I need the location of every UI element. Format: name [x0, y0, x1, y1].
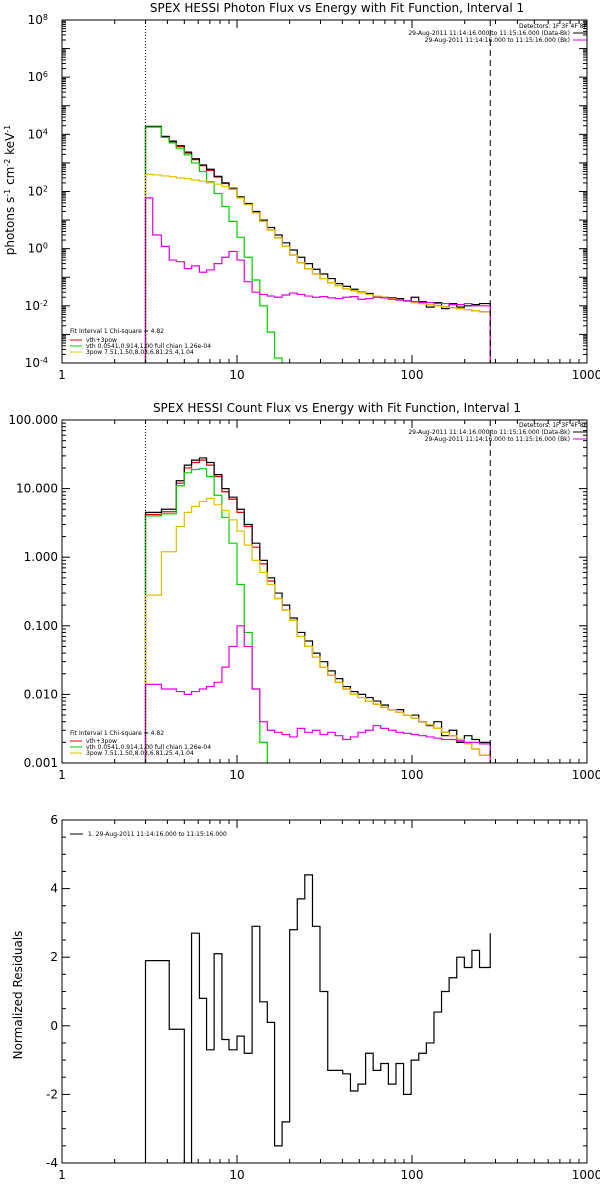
residuals-x-tick-label: 10 — [229, 1168, 244, 1182]
photon-y-tick-label: 108 — [28, 13, 48, 28]
residuals-y-tick-label: -4 — [46, 1156, 58, 1170]
count-series-bk — [146, 626, 491, 783]
photon-axes: 1 10 100 1000 10-4 10-2 100 102 104 106 108 — [25, 13, 600, 383]
photon-y-tick-label: 10-4 — [25, 356, 48, 371]
count-frame — [62, 420, 587, 763]
count-x-tick-label: 1000 — [572, 768, 600, 782]
residuals-legend-entry: 1. 29-Aug-2011 11:14:16.000 to 11:15:16.… — [88, 831, 227, 838]
photon-y-tick-label: 100 — [28, 241, 48, 256]
photon-legend-entry-1: 29-Aug-2011 11:14:16.000 to 11:15:16.000… — [408, 30, 570, 37]
count-chart-title: SPEX HESSI Count Flux vs Energy with Fit… — [153, 401, 521, 415]
residuals-y-tick-label: 4 — [50, 882, 58, 896]
count-y-tick-label: 1.000 — [24, 550, 58, 564]
residuals-y-tick-label: 0 — [50, 1019, 58, 1033]
count-x-tick-label: 100 — [401, 768, 424, 782]
count-y-tick-label: 0.010 — [24, 687, 58, 701]
photon-fit-entry-3: 3pow 7.51,1.50,8.03,6.81,25.4,1.04 — [86, 349, 194, 356]
count-legend-right: Detectors: 1F 3F 4F 8F 29-Aug-2011 11:14… — [408, 422, 587, 443]
count-series-3pow — [146, 498, 491, 783]
count-axes: 1 10 100 1000 0.001 0.010 0.100 1.000 10.000 100.… — [8, 413, 600, 782]
residuals-y-axis-label: Normalized Residuals — [11, 931, 25, 1060]
count-legend-header: Detectors: 1F 3F 4F 8F — [519, 422, 588, 429]
residuals-axes: 1 10 100 1000 -4 -2 0 2 4 6 — [46, 813, 600, 1182]
photon-x-tick-label: 10 — [229, 368, 244, 382]
count-fit-entry-3: 3pow 7.51,1.50,8.03,6.81,25.4,1.04 — [86, 750, 194, 757]
residuals-x-tick-label: 1000 — [572, 1168, 600, 1182]
photon-plot-area — [146, 126, 491, 391]
count-flux-panel: SPEX HESSI Count Flux vs Energy with Fit… — [8, 401, 600, 783]
residuals-y-tick-label: 6 — [50, 813, 58, 827]
photon-x-tick-label: 1000 — [572, 368, 600, 382]
photon-legend-left: Fit Interval 1 Chi-square = 4.82 vth+3po… — [70, 328, 211, 356]
photon-series-3pow — [146, 174, 491, 383]
photon-y-axis-label: photons s-1 cm-2 keV-1 — [3, 125, 18, 256]
photon-chart-title: SPEX HESSI Photon Flux vs Energy with Fi… — [150, 1, 524, 15]
photon-fit-header: Fit Interval 1 Chi-square = 4.82 — [70, 328, 164, 335]
count-y-tick-label: 100.000 — [8, 413, 58, 427]
photon-y-tick-label: 104 — [28, 127, 48, 142]
photon-y-tick-label: 10-2 — [25, 298, 48, 313]
residuals-y-tick-label: -2 — [46, 1087, 58, 1101]
count-x-tick-label: 10 — [229, 768, 244, 782]
photon-x-tick-label: 1 — [58, 368, 66, 382]
count-legend-left: Fit Interval 1 Chi-square = 4.82 vth+3po… — [70, 730, 211, 757]
photon-legend-header: Detectors: 1F 3F 4F 8F — [519, 23, 588, 30]
residuals-x-tick-label: 100 — [401, 1168, 424, 1182]
residuals-legend: 1. 29-Aug-2011 11:14:16.000 to 11:15:16.… — [70, 831, 227, 838]
photon-x-tick-label: 100 — [401, 368, 424, 382]
count-legend-entry-2: 29-Aug-2011 11:14:16.000 to 11:15:16.000… — [425, 436, 570, 443]
count-legend-entry-1: 29-Aug-2011 11:14:16.000 to 11:15:16.000… — [408, 429, 570, 436]
photon-frame — [62, 20, 587, 363]
photon-y-tick-label: 102 — [28, 184, 48, 199]
photon-y-tick-label: 106 — [28, 70, 48, 85]
residuals-plot-area — [146, 875, 491, 1163]
residuals-y-tick-label: 2 — [50, 950, 58, 964]
count-plot-area — [146, 458, 491, 783]
photon-flux-panel: SPEX HESSI Photon Flux vs Energy with Fi… — [3, 1, 600, 392]
count-series-vth-3pow — [146, 460, 491, 783]
count-y-tick-label: 10.000 — [16, 482, 58, 496]
photon-legend-right: Detectors: 1F 3F 4F 8F 29-Aug-2011 11:14… — [408, 23, 587, 44]
photon-legend-entry-2: 29-Aug-2011 11:14:16.000 to 11:15:16.000… — [425, 37, 570, 44]
photon-series-bk — [146, 198, 491, 383]
count-y-tick-label: 0.100 — [24, 619, 58, 633]
count-y-tick-label: 0.001 — [24, 756, 58, 770]
count-fit-header: Fit Interval 1 Chi-square = 4.82 — [70, 730, 164, 737]
residuals-x-tick-label: 1 — [58, 1168, 66, 1182]
count-x-tick-label: 1 — [58, 768, 66, 782]
residuals-series-1-29-aug-2011-11-14-16-000-to-11-15-16-000 — [146, 875, 491, 1163]
